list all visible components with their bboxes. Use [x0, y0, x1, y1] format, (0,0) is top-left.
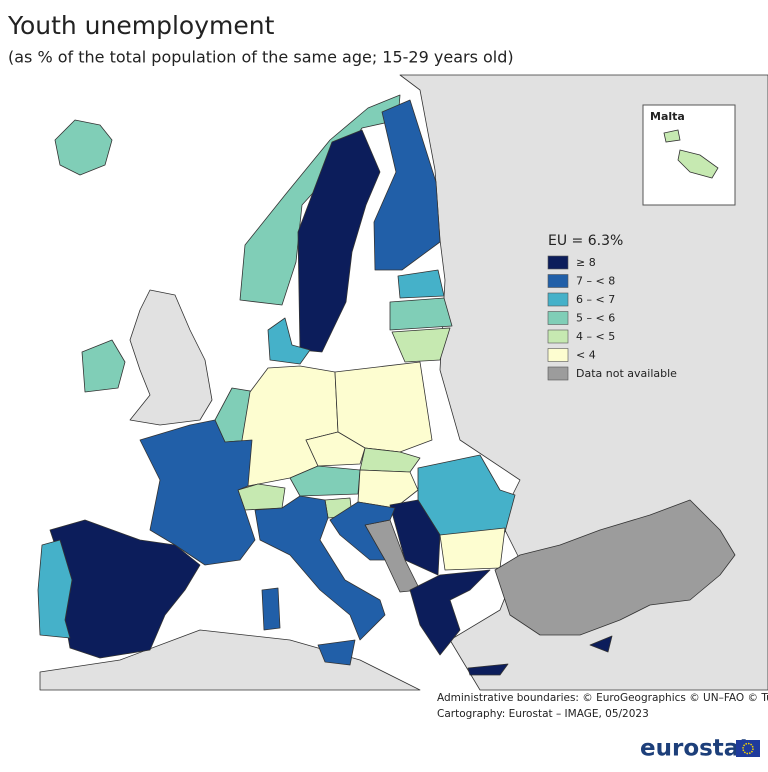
- czechia: [305, 431, 366, 467]
- sweden: [297, 129, 381, 353]
- hungary: [357, 469, 419, 509]
- inset-label: Malta: [650, 110, 685, 123]
- legend-label: ≥ 8: [576, 256, 596, 269]
- legend-swatch: [547, 255, 569, 270]
- legend-swatch: [547, 329, 569, 344]
- legend-swatch: [547, 366, 569, 381]
- slovakia: [359, 447, 421, 473]
- legend: ≥ 8 7 – < 8 6 – < 7 5 – < 6 4 – < 5 < 4 Data n…: [547, 255, 677, 381]
- sardinia: [261, 587, 281, 631]
- legend-label: 6 – < 7: [576, 293, 615, 306]
- sicily: [317, 639, 356, 666]
- crete: [467, 663, 509, 676]
- legend-title: EU = 6.3%: [548, 233, 623, 249]
- switzerland: [237, 483, 286, 511]
- legend-label: Data not available: [576, 367, 677, 380]
- lithuania: [391, 327, 451, 363]
- legend-label: 7 – < 8: [576, 275, 615, 288]
- legend-swatch: [547, 274, 569, 288]
- subtitle: (as % of the total population of the sam…: [8, 48, 514, 67]
- france: [139, 419, 256, 566]
- portugal: [37, 539, 73, 639]
- denmark: [267, 317, 311, 365]
- italy: [254, 495, 386, 641]
- estonia: [397, 269, 445, 299]
- north-africa: [39, 629, 421, 691]
- greece: [409, 569, 491, 656]
- cyprus: [589, 635, 613, 653]
- serbia: [389, 499, 441, 576]
- eu-flag: [736, 740, 760, 757]
- credit: Administrative boundaries: © EuroGeograp…: [437, 692, 768, 704]
- finland: [373, 99, 441, 271]
- legend-label: < 4: [576, 349, 596, 362]
- gozo: [663, 129, 681, 143]
- legend-swatch: [547, 311, 569, 325]
- malta: [677, 149, 719, 179]
- croatia: [329, 501, 396, 561]
- legend-swatch: [547, 348, 569, 362]
- legend-label: 5 – < 6: [576, 312, 615, 325]
- iceland: [54, 119, 113, 176]
- map: [37, 74, 768, 691]
- logo: eurostat: [640, 736, 750, 762]
- credit: Cartography: Eurostat – IMAGE, 05/2023: [437, 708, 649, 720]
- legend-swatch: [547, 292, 569, 307]
- latvia: [389, 297, 453, 331]
- legend-label: 4 – < 5: [576, 330, 615, 343]
- turkey: [494, 499, 736, 636]
- united-kingdom: [129, 289, 213, 426]
- ireland: [81, 339, 126, 393]
- bulgaria: [439, 527, 506, 571]
- eu-stars: [742, 742, 754, 755]
- title: Youth unemployment: [7, 11, 275, 40]
